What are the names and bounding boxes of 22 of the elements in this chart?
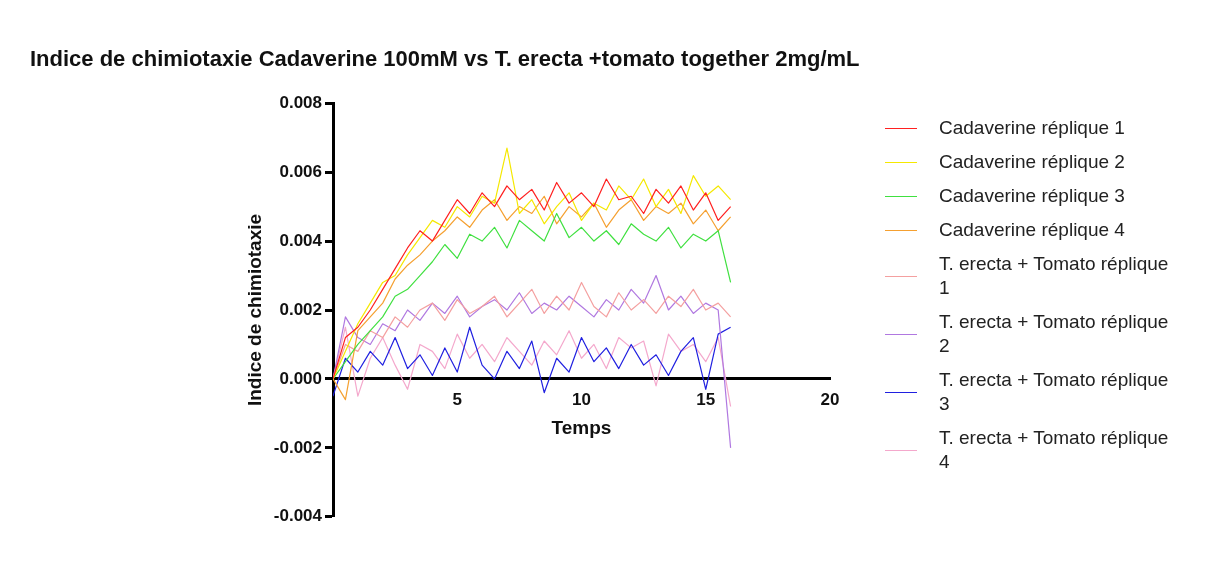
y-tick-label: 0.004 [279, 230, 323, 250]
legend-label: T. erecta + Tomato réplique 2 [939, 310, 1169, 358]
x-axis-title: Temps [551, 416, 612, 438]
legend-label: Cadaverine réplique 4 [939, 218, 1126, 242]
legend-label: T. erecta + Tomato réplique 3 [939, 368, 1169, 416]
y-tick-label: 0.008 [279, 92, 322, 112]
x-tick-label: 15 [696, 389, 716, 409]
legend-label: Cadaverine réplique 1 [939, 116, 1126, 140]
y-tick-label: 0.006 [279, 161, 322, 181]
chart-title: Indice de chimiotaxie Cadaverine 100mM vs T. erecta +tomato together 2mg/mL [30, 46, 860, 72]
legend-label: Cadaverine réplique 3 [939, 184, 1126, 208]
y-tick-label: 0.000 [279, 368, 322, 388]
x-tick-label: 10 [572, 389, 591, 409]
legend-label: T. erecta + Tomato réplique 4 [939, 426, 1169, 474]
y-tick-label: -0.004 [273, 506, 323, 526]
x-tick-label: 20 [820, 389, 840, 409]
x-tick-label: 5 [452, 389, 462, 409]
y-tick-label: 0.002 [279, 299, 322, 319]
legend-label: T. erecta + Tomato réplique 1 [939, 252, 1169, 300]
y-tick-label: -0.002 [273, 437, 322, 457]
legend-label: Cadaverine réplique 2 [939, 150, 1126, 174]
y-axis-title: Indice de chimiotaxie [243, 213, 265, 407]
